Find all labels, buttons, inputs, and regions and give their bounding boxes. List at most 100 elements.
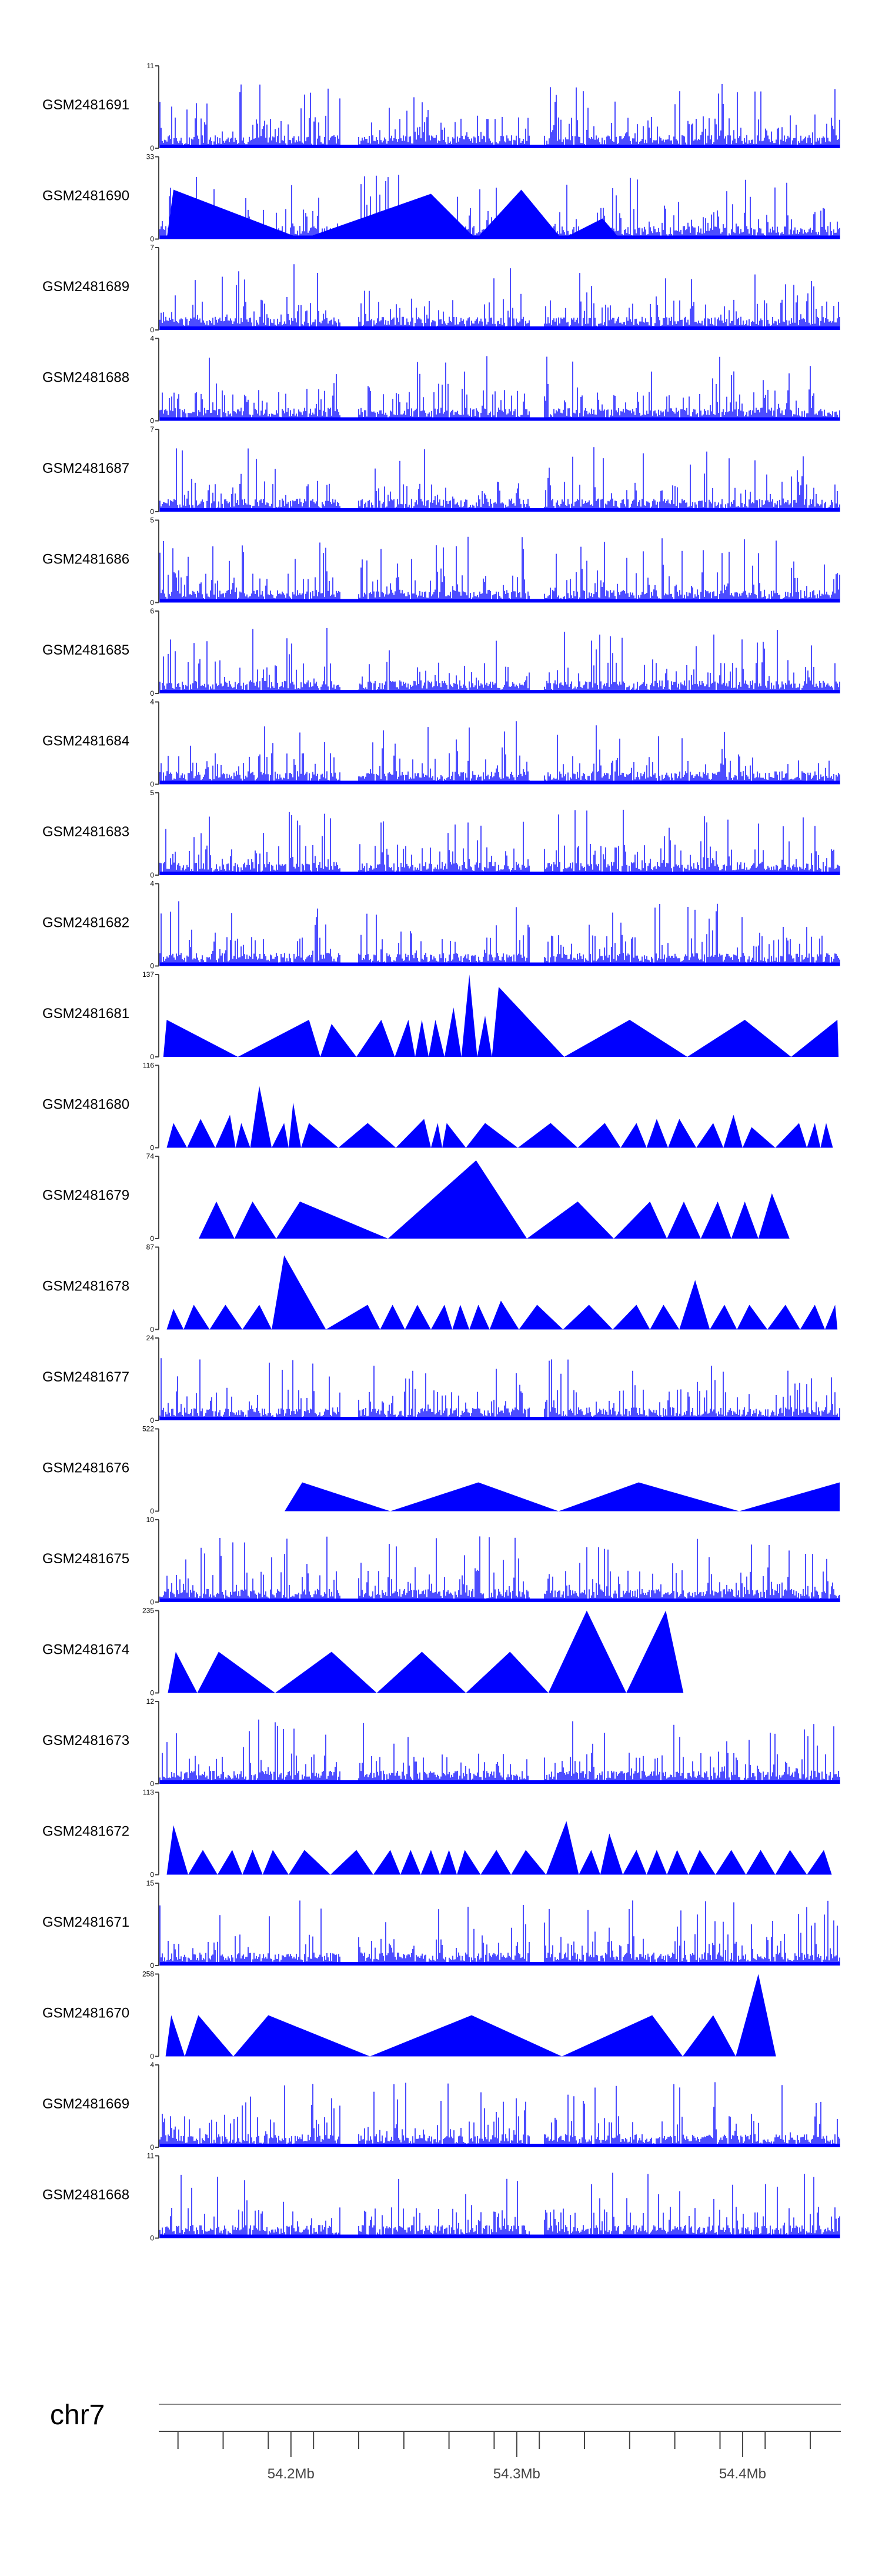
track-ymin-label: 0 (150, 962, 154, 970)
track-label: GSM2481673 (42, 1733, 129, 1749)
track-coverage-signal (159, 84, 840, 148)
track-coverage-signal (159, 536, 840, 603)
track-ymax-label: 4 (150, 698, 154, 706)
track-label: GSM2481676 (42, 1460, 129, 1476)
track-ymin-label: 0 (150, 1053, 154, 1061)
track-peak (667, 1202, 701, 1239)
track-peak (400, 1850, 421, 1875)
track-label: GSM2481674 (42, 1642, 129, 1658)
track-peak (209, 1304, 243, 1330)
track-coverage-signal (159, 1358, 840, 1420)
axis-tick-label: 54.3Mb (493, 2466, 540, 2482)
track-peak (825, 1304, 838, 1330)
track-peak (775, 1123, 807, 1148)
track-peak (626, 1610, 684, 1693)
track-GSM2481688: GSM2481688 4 0 (42, 335, 840, 425)
track-peak (444, 1007, 462, 1057)
axis-tick-label: 54.2Mb (268, 2466, 315, 2482)
track-peak (739, 1482, 840, 1511)
track-label: GSM2481687 (42, 461, 129, 476)
track-coverage-signal (159, 901, 840, 966)
track-peak (600, 1833, 623, 1875)
track-peak (623, 1850, 647, 1875)
track-GSM2481686: GSM2481686 5 0 (42, 516, 840, 607)
track-label: GSM2481677 (42, 1369, 129, 1385)
track-GSM2481668: GSM2481668 11 0 (42, 2152, 840, 2243)
track-peak (737, 1304, 768, 1330)
track-peak (320, 1024, 357, 1057)
track-peak (620, 1123, 647, 1148)
track-peak (667, 1850, 689, 1875)
track-GSM2481669: GSM2481669 4 0 (42, 2061, 840, 2151)
track-peak (166, 189, 302, 239)
track-GSM2481670: GSM2481670 258 0 (42, 1970, 776, 2061)
track-GSM2481675: GSM2481675 10 0 (42, 1516, 840, 1606)
track-label: GSM2481681 (42, 1006, 129, 1022)
track-coverage-signal (159, 264, 840, 330)
track-GSM2481678: GSM2481678 87 0 (42, 1243, 838, 1334)
track-peak (429, 1020, 445, 1057)
track-coverage-signal (159, 809, 840, 875)
track-ymin-label: 0 (150, 1144, 154, 1152)
track-peaks (166, 1255, 838, 1330)
track-peak (767, 1304, 800, 1330)
track-peak (679, 1280, 710, 1330)
track-peak (564, 1020, 687, 1057)
track-ymin-label: 0 (150, 871, 154, 879)
track-peak (492, 987, 564, 1057)
track-ymax-label: 87 (146, 1243, 155, 1252)
track-peak (469, 1304, 490, 1330)
track-peak (791, 1020, 839, 1057)
track-ymax-label: 7 (150, 425, 154, 433)
track-peak (696, 1123, 724, 1148)
track-peak (188, 1850, 218, 1875)
track-GSM2481672: GSM2481672 113 0 (42, 1788, 832, 1879)
track-ymax-label: 74 (146, 1152, 155, 1160)
track-peak (415, 1020, 429, 1057)
track-peak (442, 1123, 466, 1148)
track-label: GSM2481668 (42, 2187, 129, 2203)
track-peak (235, 1123, 250, 1148)
track-peak (527, 1202, 614, 1239)
track-peak (562, 2015, 683, 2057)
track-ymin-label: 0 (150, 1234, 154, 1243)
track-peak (820, 1123, 833, 1148)
track-peak (242, 1850, 263, 1875)
track-peak (613, 1202, 667, 1239)
track-label: GSM2481680 (42, 1097, 129, 1113)
track-ymin-label: 0 (150, 1689, 154, 1697)
track-peak (477, 1016, 492, 1057)
track-ymax-label: 5 (150, 516, 154, 525)
track-peak (687, 1020, 791, 1057)
track-peak (390, 1482, 559, 1511)
track-coverage-signal (159, 356, 840, 421)
track-peak (185, 2015, 233, 2057)
track-GSM2481683: GSM2481683 5 0 (42, 789, 840, 879)
track-peak (577, 1123, 621, 1148)
track-peak (420, 1850, 440, 1875)
track-peak (326, 1304, 380, 1330)
track-peak (262, 1850, 289, 1875)
track-peak (489, 1300, 519, 1330)
track-ymax-label: 24 (146, 1334, 155, 1342)
track-peak (558, 1482, 740, 1511)
track-ymax-label: 6 (150, 607, 154, 615)
track-peak (731, 1202, 759, 1239)
track-GSM2481673: GSM2481673 12 0 (42, 1697, 840, 1788)
track-peak (742, 1127, 776, 1148)
track-coverage-signal (159, 1719, 840, 1784)
track-peak (301, 1123, 339, 1148)
track-coverage-signal (159, 1900, 840, 1966)
track-ymin-label: 0 (150, 1326, 154, 1334)
track-ymax-label: 33 (146, 153, 155, 161)
track-peak (563, 1304, 613, 1330)
track-peak (430, 1123, 443, 1148)
track-peak (466, 1123, 518, 1148)
track-ymin-label: 0 (150, 1961, 154, 1970)
track-peak (562, 218, 620, 239)
track-ymin-label: 0 (150, 1871, 154, 1879)
track-peak (338, 1123, 396, 1148)
track-peak (480, 1850, 512, 1875)
track-coverage-signal (159, 1536, 840, 1602)
track-peak (511, 1850, 546, 1875)
